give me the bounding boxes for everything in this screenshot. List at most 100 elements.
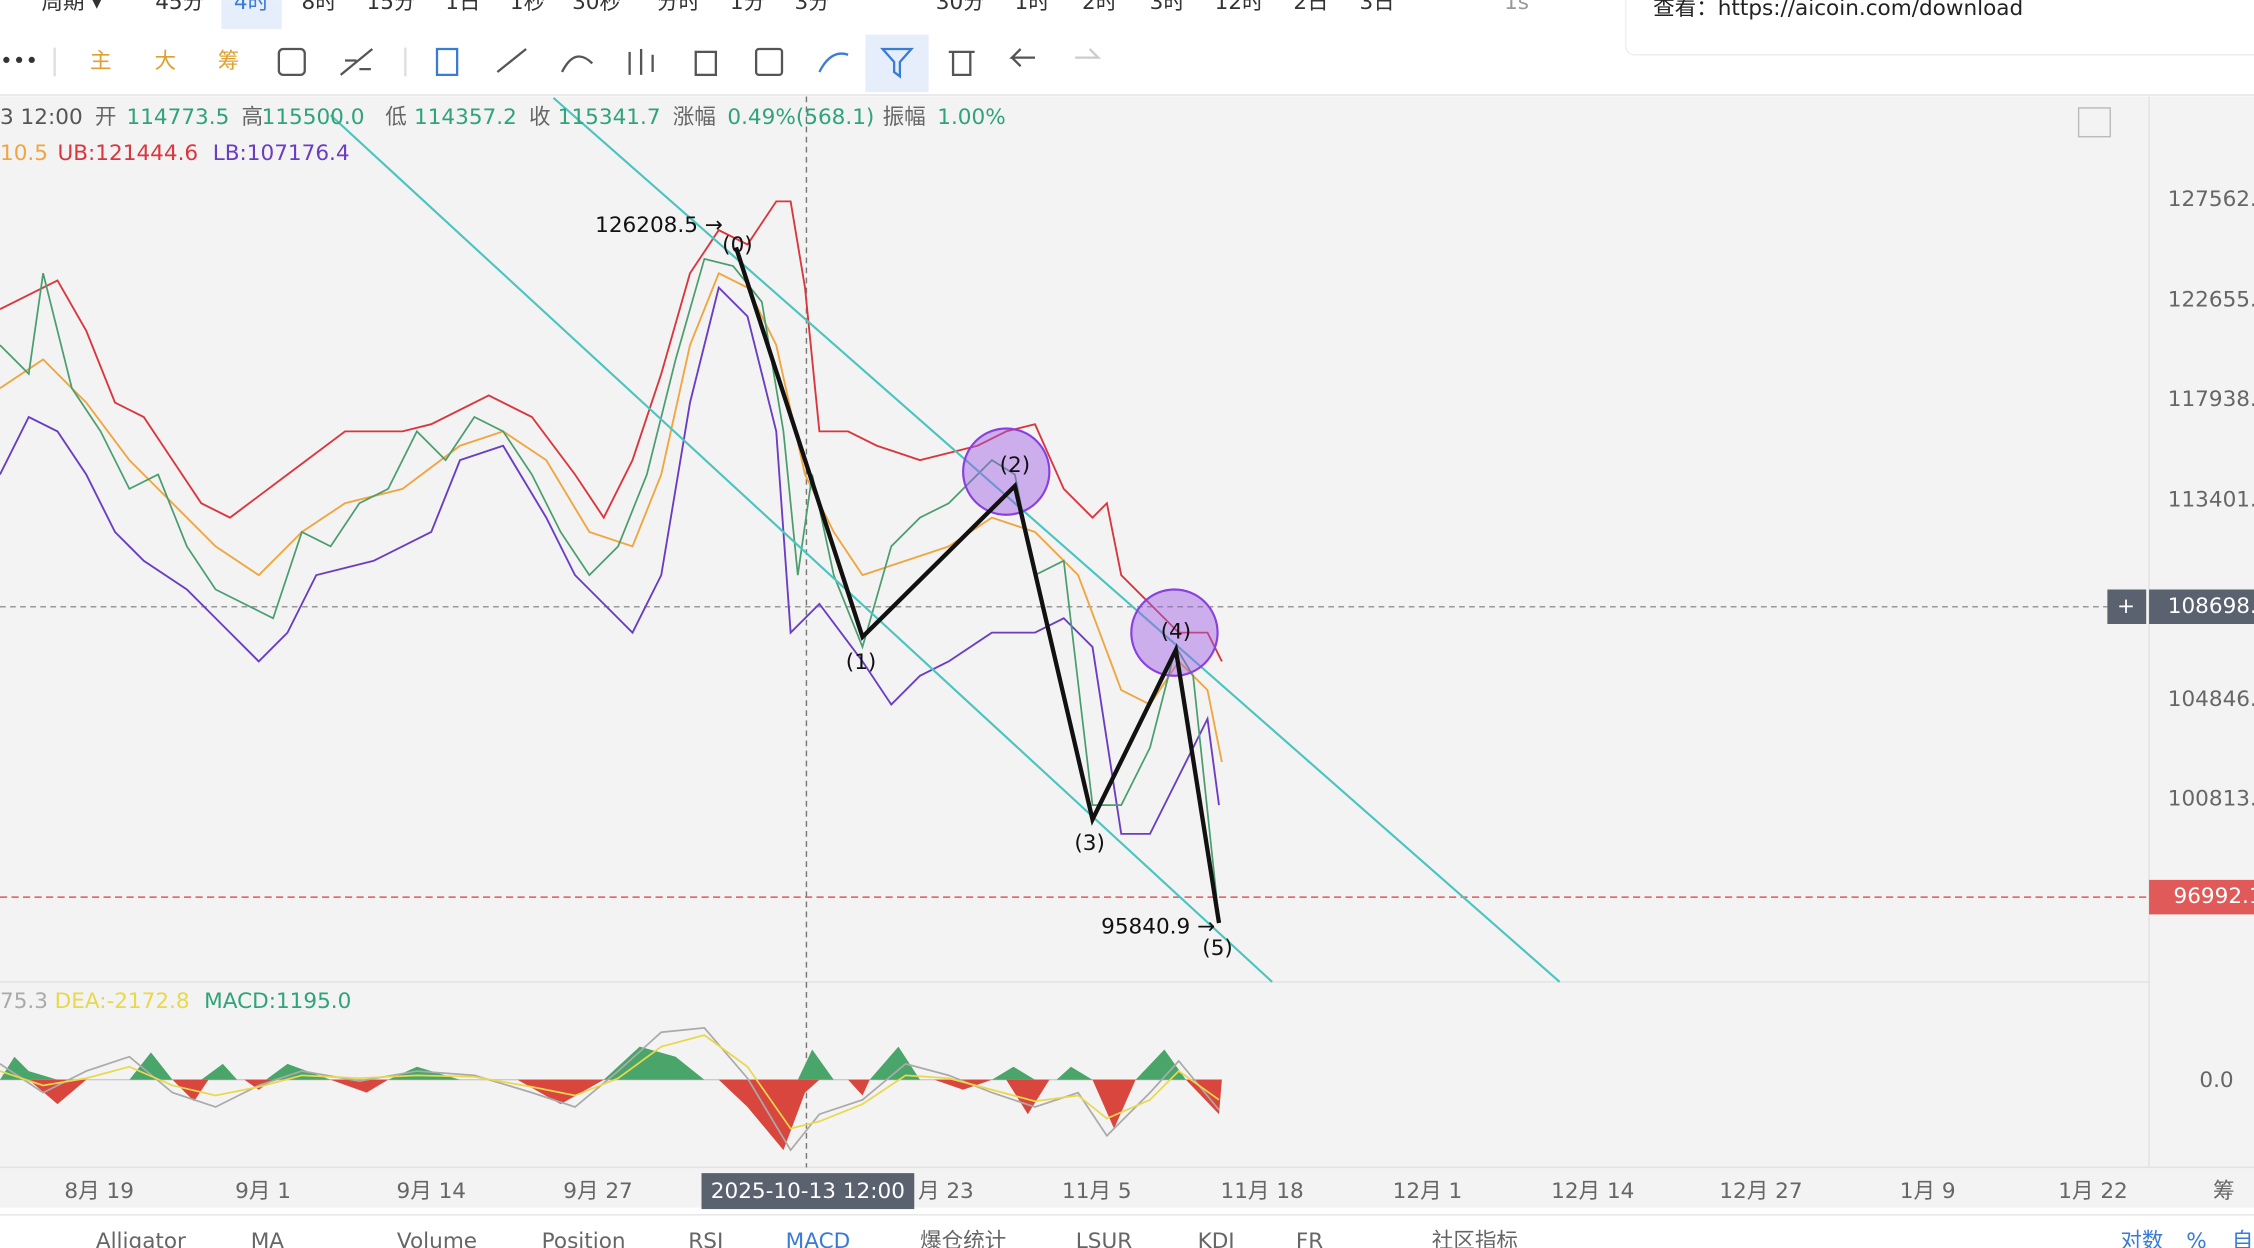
timeframe[interactable]: 分时 xyxy=(657,0,700,15)
band-middle: 10.5 xyxy=(0,141,48,166)
dif-label: 75.3 xyxy=(0,989,48,1014)
date-tick-label: 9月 14 xyxy=(396,1179,466,1204)
indicator-tab[interactable]: 对数 xyxy=(2120,1229,2163,1248)
speed: 1s xyxy=(1504,0,1529,15)
date-tick-label: 筹 xyxy=(2213,1179,2235,1204)
ohlc-value: 115500.0 xyxy=(262,105,365,130)
date-tick-label: 12月 27 xyxy=(1719,1179,1802,1204)
timeframe[interactable]: 周期 ▾ xyxy=(41,0,102,15)
date-tick-label: 9月 1 xyxy=(235,1179,291,1204)
timeframe[interactable]: 15分 xyxy=(367,0,416,15)
low-annotation: 95840.9 → xyxy=(1101,914,1215,939)
band-upper: UB:121444.6 xyxy=(58,141,199,166)
upper-band xyxy=(0,200,1223,662)
dea-label: DEA:-2172.8 xyxy=(55,989,190,1014)
indicator-tab[interactable]: KDJ xyxy=(1198,1229,1235,1248)
ohlc-value: 1.00% xyxy=(937,105,1005,130)
expand-icon[interactable] xyxy=(2077,107,2111,138)
wave-label: (5) xyxy=(1202,936,1233,961)
ohlc-value: 114773.5 xyxy=(127,105,230,130)
lower-band xyxy=(0,285,1220,835)
timeframe[interactable]: 3日 xyxy=(1359,0,1394,15)
channel-lower xyxy=(329,114,1273,983)
dif-line xyxy=(0,1027,1220,1152)
indicator-tab[interactable]: 爆仓统计 xyxy=(920,1229,1006,1248)
crosshair-date: 2025-10-13 12:00 xyxy=(711,1179,905,1204)
indicator-tab[interactable]: MA xyxy=(251,1229,285,1248)
indicator-tab[interactable]: 自 xyxy=(2232,1229,2254,1248)
date-tick-label: 11月 18 xyxy=(1221,1179,1304,1204)
wave-label: (2) xyxy=(1000,453,1031,478)
price-tick-label: 127562. xyxy=(2168,187,2254,212)
date-tick-label: 9月 27 xyxy=(563,1179,633,1204)
indicator-button[interactable]: 主 xyxy=(90,49,112,74)
chart-area xyxy=(0,96,2254,1208)
indicator-button[interactable]: 筹 xyxy=(218,49,240,74)
ohlc-value: 115341.7 xyxy=(558,105,661,130)
indicator-tab[interactable]: Position xyxy=(542,1229,626,1248)
ohlc-time: 3 12:00 xyxy=(0,105,83,130)
timeframe[interactable]: 8时 xyxy=(301,0,336,15)
wave-label: (0) xyxy=(722,233,753,258)
indicator-tab[interactable]: FR xyxy=(1296,1229,1323,1248)
indicator-tab[interactable]: RSI xyxy=(688,1229,723,1248)
last-price-box xyxy=(2149,879,2254,915)
wave-label: (1) xyxy=(846,650,877,675)
indicator-tab[interactable]: Alligator xyxy=(96,1229,186,1248)
timeframe[interactable]: 4时 xyxy=(234,0,269,15)
ohlc-label: 低 xyxy=(385,105,407,130)
timeframe[interactable]: 12时 xyxy=(1215,0,1264,15)
ohlc-label: 高 xyxy=(242,105,264,130)
timeframe[interactable]: 1分 xyxy=(730,0,765,15)
crosshair-price: 108698. xyxy=(2168,594,2254,619)
indicator-tab[interactable]: LSUR xyxy=(1076,1229,1132,1248)
date-tick-label: 月 23 xyxy=(918,1179,974,1204)
ohlc-label: 收 xyxy=(529,105,551,130)
date-tick-label: 1月 9 xyxy=(1900,1179,1956,1204)
indicator-tab[interactable]: 社区指标 xyxy=(1432,1229,1518,1248)
price-tick-label: 113401. xyxy=(2168,487,2254,512)
timeframe[interactable]: 3分 xyxy=(795,0,830,15)
timeframe[interactable]: 3时 xyxy=(1150,0,1185,15)
date-tick-label: 8月 19 xyxy=(64,1179,134,1204)
price-tick-label: 100813. xyxy=(2168,786,2254,811)
crosshair-price-box xyxy=(2149,589,2254,624)
active-timeframe-bg xyxy=(221,0,282,29)
bottom-tabs-bg xyxy=(0,1214,2254,1248)
indicator-tab[interactable]: Volume xyxy=(397,1229,477,1248)
band-lower: LB:107176.4 xyxy=(213,141,350,166)
timeframe[interactable]: 30秒 xyxy=(572,0,621,15)
timeframe[interactable]: 45分 xyxy=(155,0,204,15)
crosshair-date-box xyxy=(701,1173,915,1210)
ohlc-value: 114357.2 xyxy=(414,105,517,130)
wave-4-highlight xyxy=(1130,588,1219,677)
channel-upper xyxy=(552,97,1561,983)
notice[interactable]: 查看：https://aicoin.com/download xyxy=(1653,0,2023,21)
wave-label: (4) xyxy=(1161,620,1192,645)
notice-popup[interactable] xyxy=(1625,0,2254,56)
price-tick-label: 104846. xyxy=(2168,687,2254,712)
macd-histogram-negative xyxy=(28,1079,1222,1151)
crosshair-add-icon: + xyxy=(2117,594,2135,619)
timeframe[interactable]: 1秒 xyxy=(510,0,545,15)
timeframe[interactable]: 2日 xyxy=(1293,0,1328,15)
tool-icons[interactable] xyxy=(53,34,1102,93)
indicator-tab[interactable]: MACD xyxy=(786,1229,851,1248)
timeframe[interactable]: 30分 xyxy=(936,0,985,15)
date-tick-label: 12月 1 xyxy=(1393,1179,1463,1204)
indicator-tab[interactable]: % xyxy=(2186,1229,2206,1248)
wave-label: (3) xyxy=(1074,831,1105,856)
indicator-button[interactable]: 大 xyxy=(155,49,177,74)
wave-path xyxy=(733,246,1222,924)
more-button[interactable]: ••• xyxy=(0,49,38,74)
timeframe[interactable]: 2时 xyxy=(1082,0,1117,15)
high-annotation: 126208.5 → xyxy=(595,213,723,238)
crosshair-add-button[interactable] xyxy=(2107,589,2147,625)
timeframe[interactable]: 1时 xyxy=(1014,0,1049,15)
timeframe[interactable]: 1日 xyxy=(445,0,480,15)
price-tick-label: 122655. xyxy=(2168,288,2254,313)
wave-2-highlight xyxy=(962,427,1051,516)
ohlc-label: 振幅 xyxy=(883,105,926,130)
